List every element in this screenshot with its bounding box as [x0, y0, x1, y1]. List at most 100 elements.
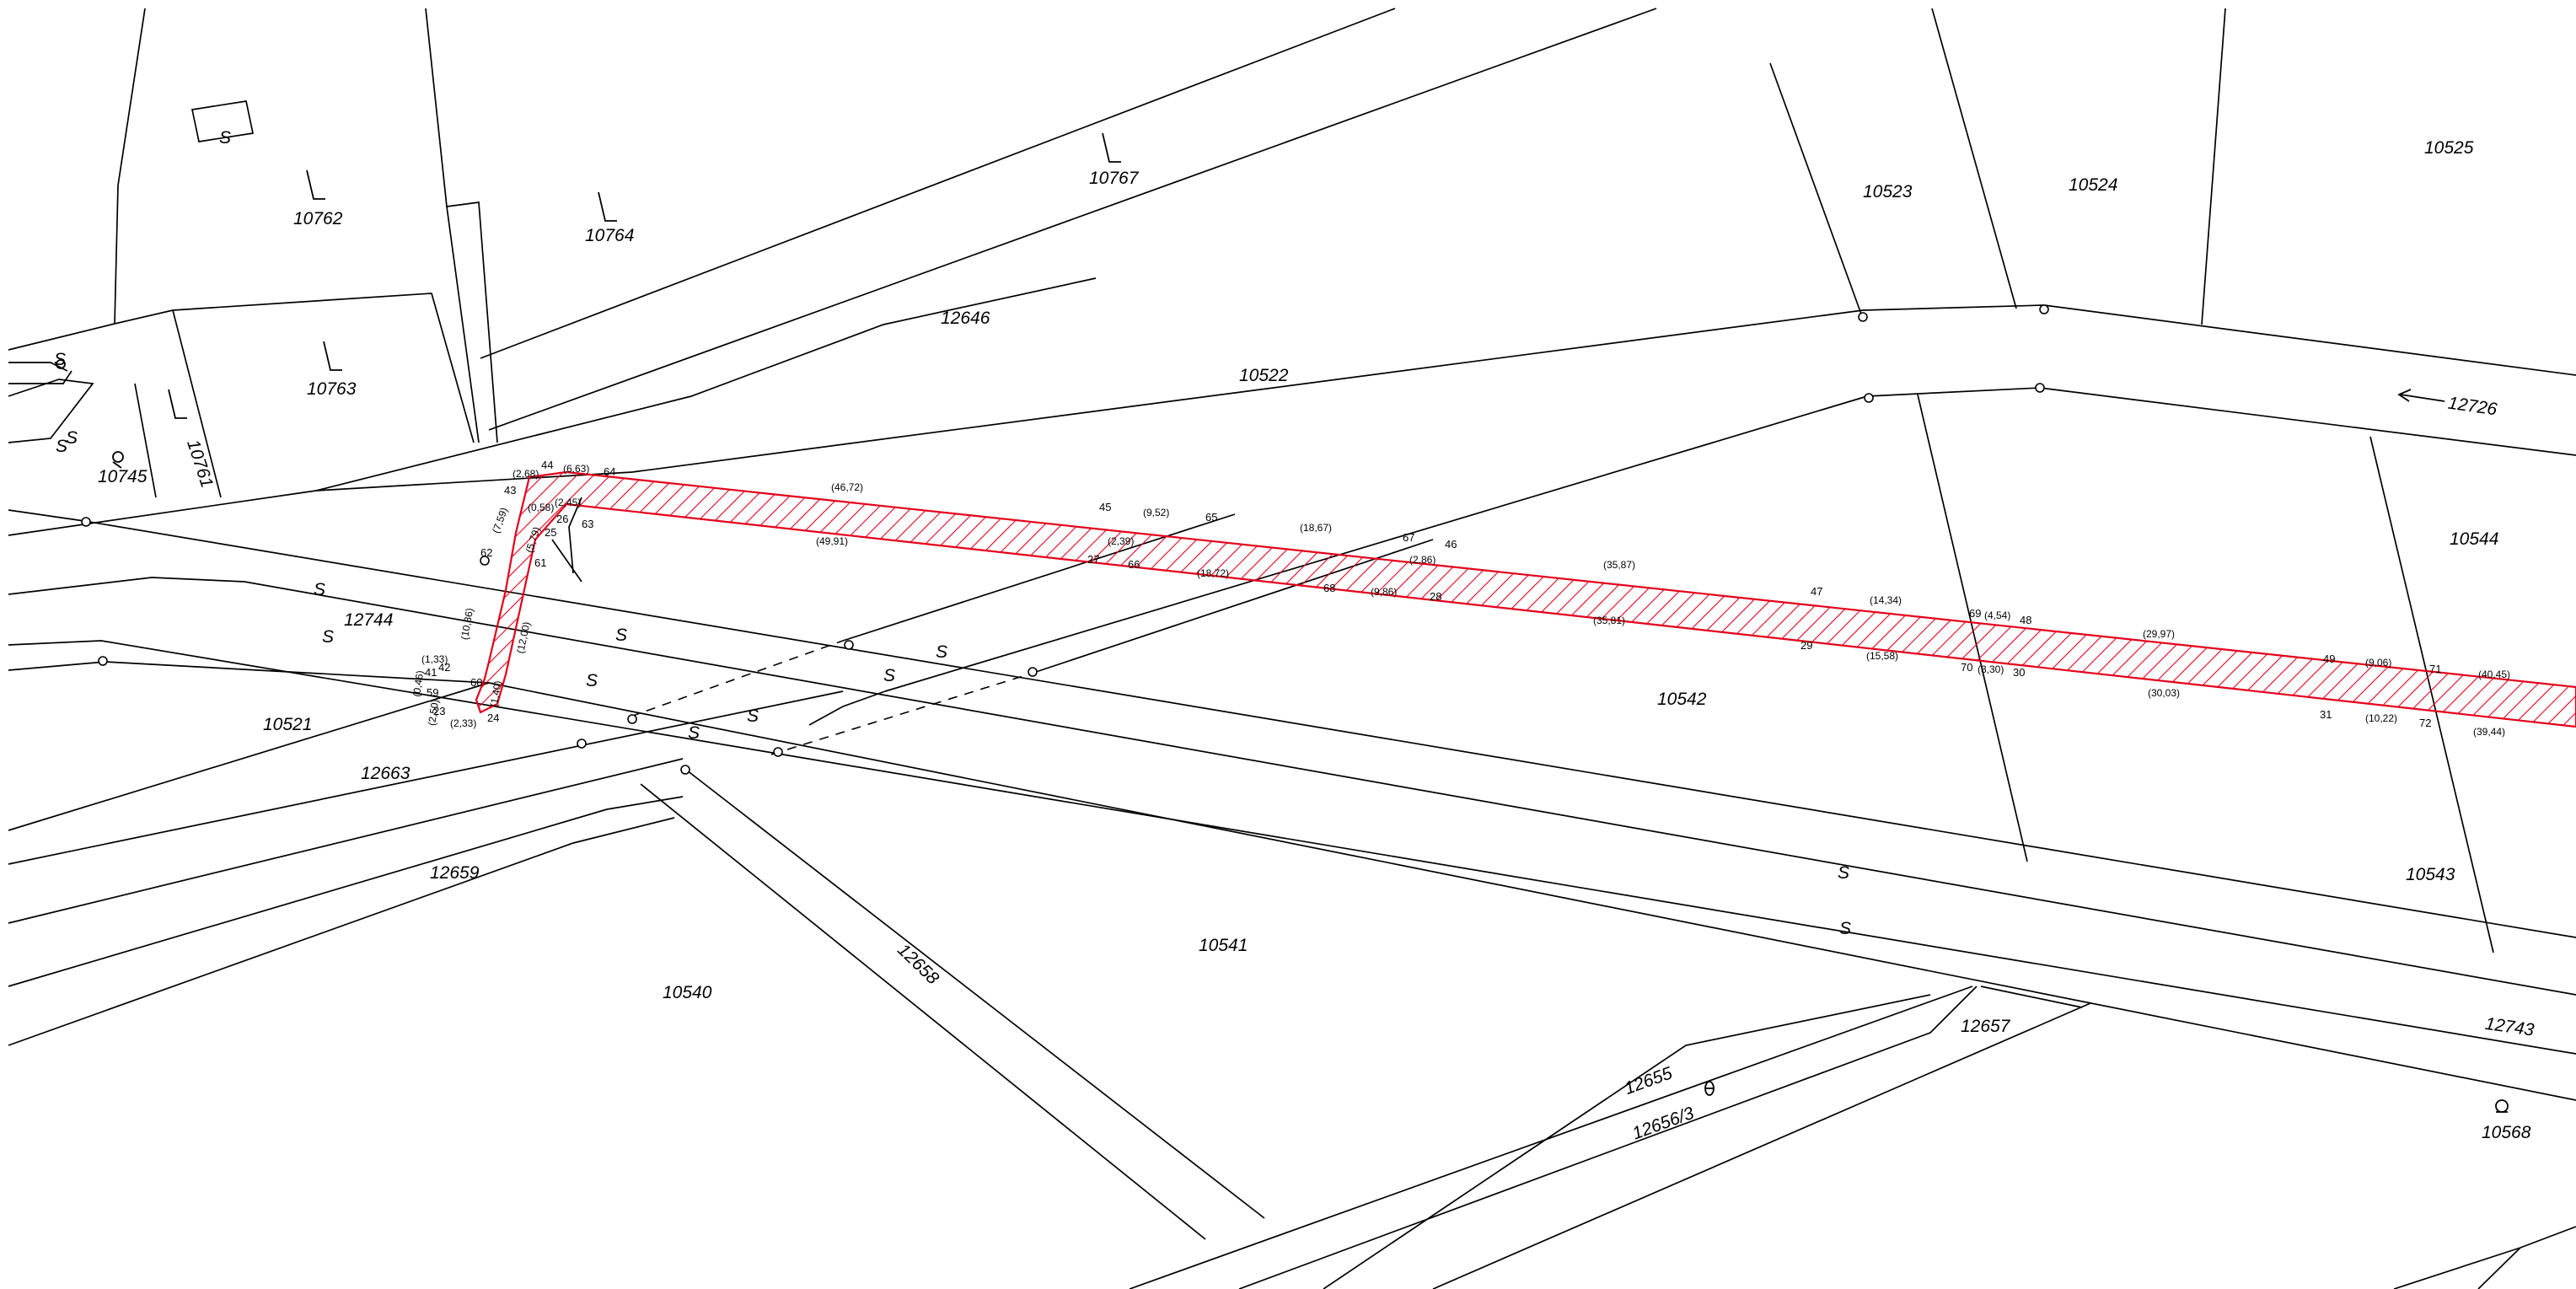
parcel-label-12743: 12743 [2484, 1014, 2536, 1040]
point-label: 59 [427, 686, 438, 699]
arrow-left-icon [2397, 389, 2445, 402]
point-labels: 43 44 64 63 26 25 62 61 42 41 59 60 23 2… [425, 459, 2441, 729]
point-label: 67 [1403, 531, 1414, 544]
point-label: 64 [604, 465, 615, 478]
point-label: 45 [1099, 501, 1111, 513]
dimension-label: (10,86) [459, 607, 475, 641]
sewer-marker: S [586, 671, 598, 690]
dimension-label: (2,68) [513, 468, 539, 480]
point-label: 28 [1430, 590, 1441, 603]
parcel-label-10767: 10767 [1089, 169, 1140, 188]
dimension-label: (29,97) [2143, 628, 2175, 640]
dimension-label: (6,63) [563, 463, 589, 475]
point-label: 46 [1445, 538, 1457, 551]
dimension-label: (40,45) [2478, 669, 2510, 680]
dimension-label: (9,06) [2365, 657, 2391, 669]
dimension-label: (2,45) [555, 497, 581, 508]
parcel-label-10521: 10521 [263, 715, 312, 734]
sewer-marker: S [1839, 919, 1851, 938]
parcel-label-10762: 10762 [293, 209, 343, 228]
sewer-marker: S [54, 350, 66, 369]
dimension-label: (0,46) [411, 669, 426, 697]
arable-land-icon [1102, 132, 1121, 163]
dimension-label: (4,54) [1984, 610, 2010, 621]
parcel-label-10568: 10568 [2482, 1123, 2531, 1142]
point-label: 71 [2429, 663, 2441, 675]
point-label: 61 [534, 556, 546, 569]
sewer-marker: S [883, 666, 895, 685]
dimension-label: (46,72) [831, 481, 863, 493]
point-label: 27 [1087, 553, 1099, 566]
point-label: 69 [1969, 607, 1981, 620]
sewer-marker: S [688, 723, 700, 743]
sewer-marker: S [1838, 863, 1849, 883]
parcel-label-12646: 12646 [941, 309, 990, 328]
point-label: 72 [2419, 717, 2431, 729]
parcel-boundaries [8, 8, 2576, 1289]
point-label: 62 [480, 546, 492, 559]
sewer-marker: S [66, 428, 78, 448]
survey-points [81, 304, 2049, 775]
sewer-marker: S [56, 437, 67, 456]
point-label: 66 [1128, 558, 1140, 571]
dimension-label: (35,81) [1593, 615, 1625, 626]
point-label: 48 [2020, 614, 2031, 626]
parcel-label-10525: 10525 [2424, 138, 2474, 158]
dimension-label: (0,58) [528, 502, 554, 513]
point-label: 42 [438, 661, 450, 674]
sewer-marker: S [936, 642, 947, 662]
dimension-label: (1,33) [421, 653, 448, 665]
point-label: 25 [545, 526, 556, 539]
point-label: 60 [470, 676, 482, 689]
parcel-label-10745: 10745 [98, 467, 148, 486]
sewer-markers: S S S S S S S S S S S S S S [54, 128, 1851, 938]
parcel-label-12726: 12726 [2447, 393, 2498, 419]
parcel-label-12656-3: 12656/3 [1629, 1104, 1696, 1144]
dimension-label: (30,03) [2148, 687, 2180, 699]
point-label: 70 [1961, 661, 1972, 674]
parcel-label-10523: 10523 [1863, 182, 1913, 201]
parcel-label-10764: 10764 [585, 226, 634, 245]
dimension-label: (2,39) [1108, 535, 1134, 547]
arable-land-icon [323, 341, 342, 371]
point-label: 26 [556, 513, 568, 525]
parcel-label-10522: 10522 [1239, 366, 1289, 385]
point-label: 24 [487, 712, 499, 724]
parcel-label-10763: 10763 [307, 379, 357, 399]
well-icon [2495, 1099, 2509, 1113]
parcel-label-12659: 12659 [430, 863, 480, 883]
easement-strip-polygon [475, 470, 2576, 728]
parcel-label-12655: 12655 [1622, 1063, 1675, 1098]
well-icon [112, 451, 124, 469]
point-label: 31 [2320, 708, 2332, 721]
parcel-label-12657: 12657 [1961, 1017, 2011, 1036]
sewer-marker: S [314, 580, 325, 599]
parcel-label-12744: 12744 [344, 610, 393, 630]
sewer-marker: S [322, 627, 334, 647]
parcel-labels: 10762 10764 10767 10763 10761 10745 1264… [98, 138, 2536, 1143]
arable-land-icon [306, 169, 325, 200]
parcel-label-10542: 10542 [1657, 690, 1707, 709]
parcel-label-10543: 10543 [2406, 865, 2455, 884]
dimension-label: (14,34) [1870, 594, 1902, 606]
point-label: 41 [425, 666, 437, 679]
parcel-label-12663: 12663 [361, 764, 411, 783]
dimension-label: (2,33) [450, 717, 476, 729]
dimension-label: (18,72) [1197, 567, 1229, 579]
dimension-label: (15,58) [1866, 650, 1898, 662]
point-label: 30 [2013, 666, 2025, 679]
sewer-marker: S [219, 128, 231, 148]
dimension-label: (39,44) [2473, 726, 2505, 738]
dimension-label: (10,22) [2365, 712, 2397, 724]
dimension-label: (35,87) [1603, 559, 1635, 571]
point-label: 43 [504, 484, 516, 497]
sewer-marker: S [747, 706, 759, 726]
point-label: 49 [2323, 653, 2335, 665]
dimension-label: (1,40) [488, 679, 504, 707]
dimension-label: (49,91) [816, 535, 848, 547]
boundary-mark-icon [1704, 1081, 1715, 1096]
point-label: 68 [1323, 582, 1335, 594]
parcel-label-10524: 10524 [2069, 175, 2117, 195]
point-label: 29 [1801, 639, 1812, 652]
